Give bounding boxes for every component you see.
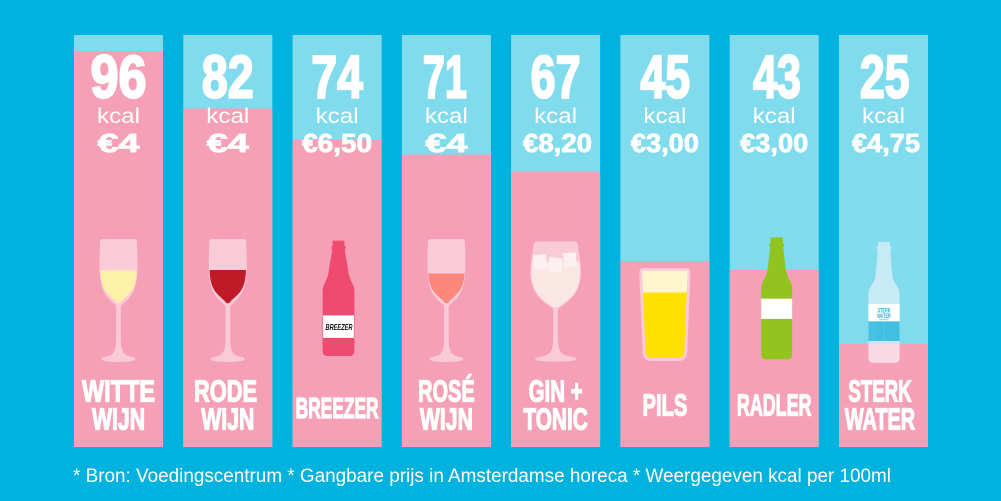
svg-text:WIJN: WIJN — [201, 402, 254, 437]
svg-text:€6,50: €6,50 — [302, 130, 372, 158]
svg-text:€3,00: €3,00 — [631, 130, 699, 158]
svg-text:€4,75: €4,75 — [852, 130, 920, 158]
svg-text:67: 67 — [531, 44, 581, 111]
svg-text:45: 45 — [641, 44, 691, 111]
svg-text:71: 71 — [423, 44, 467, 111]
svg-text:STERK: STERK — [848, 374, 912, 409]
svg-text:74: 74 — [311, 44, 363, 111]
svg-text:kcal: kcal — [753, 105, 796, 128]
svg-text:WITTE: WITTE — [82, 374, 155, 409]
svg-text:WIJN: WIJN — [92, 402, 145, 437]
svg-text:GIN +: GIN + — [529, 374, 583, 409]
svg-text:€3,00: €3,00 — [740, 130, 808, 158]
svg-text:kcal: kcal — [316, 105, 359, 128]
svg-text:RODE: RODE — [194, 374, 257, 409]
svg-text:kcal: kcal — [425, 105, 468, 128]
svg-text:RADLER: RADLER — [737, 388, 812, 423]
svg-text:WIJN: WIJN — [420, 402, 473, 437]
svg-text:€4: €4 — [207, 130, 250, 158]
svg-text:BREEZER: BREEZER — [296, 393, 379, 425]
svg-text:STERK: STERK — [878, 308, 891, 314]
svg-text:43: 43 — [753, 44, 801, 111]
svg-text:25: 25 — [860, 44, 910, 111]
svg-text:kcal: kcal — [97, 105, 140, 128]
svg-text:kcal: kcal — [643, 105, 686, 128]
svg-text:WATER: WATER — [845, 402, 915, 437]
svg-text:kcal: kcal — [534, 105, 577, 128]
svg-text:kcal: kcal — [862, 105, 905, 128]
svg-text:BREEZER: BREEZER — [326, 322, 354, 332]
svg-text:€8,20: €8,20 — [523, 130, 592, 158]
svg-text:ROSÉ: ROSÉ — [418, 374, 475, 409]
svg-text:€4: €4 — [425, 130, 468, 158]
svg-text:* Bron: Voedingscentrum * Gang: * Bron: Voedingscentrum * Gangbare prijs… — [73, 466, 891, 487]
svg-text:TONIC: TONIC — [523, 402, 588, 437]
svg-text:kcal: kcal — [206, 105, 249, 128]
svg-text:PILS: PILS — [643, 388, 688, 423]
svg-text:96: 96 — [91, 44, 147, 111]
svg-text:€4: €4 — [98, 130, 141, 158]
svg-text:82: 82 — [202, 44, 254, 111]
svg-text:WATER: WATER — [877, 314, 891, 320]
